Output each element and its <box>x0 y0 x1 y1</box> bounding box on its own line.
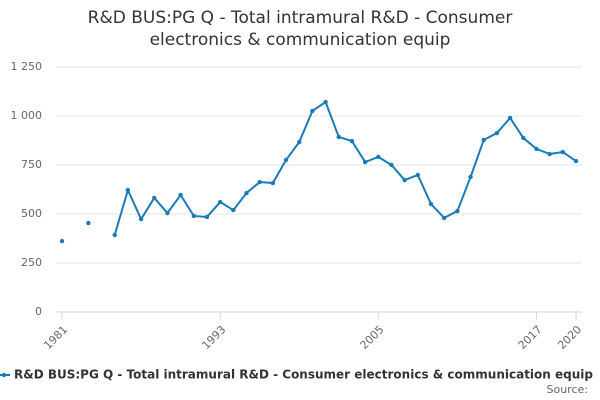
source: Source: <box>547 383 589 396</box>
point <box>507 115 513 121</box>
point <box>112 232 117 238</box>
x-tick-label: 2017 <box>516 323 545 352</box>
chart-title: electronics & communication equip <box>150 30 451 50</box>
point <box>534 146 539 152</box>
point <box>152 195 157 201</box>
legend-label: R&D BUS:PG Q - Total intramural R&D - Co… <box>14 368 593 382</box>
y-tick-label: 750 <box>21 158 42 171</box>
point <box>349 138 355 144</box>
point <box>573 158 579 164</box>
point <box>402 177 407 183</box>
point <box>560 149 566 155</box>
point <box>468 174 473 180</box>
point <box>310 108 315 114</box>
point <box>231 207 236 213</box>
chart-title: R&D BUS:PG Q - Total intramural R&D - Co… <box>88 8 513 28</box>
point <box>217 199 223 205</box>
point <box>494 130 500 136</box>
point <box>297 139 302 145</box>
point <box>547 151 552 157</box>
y-tick-label: 250 <box>21 256 42 269</box>
point <box>428 201 434 207</box>
point <box>455 208 460 214</box>
point <box>270 180 276 186</box>
x-tick-label: 1993 <box>199 323 228 352</box>
point <box>389 162 394 168</box>
point <box>138 216 144 222</box>
point <box>376 154 381 160</box>
point <box>86 220 91 226</box>
point <box>283 157 289 163</box>
y-tick-label: 500 <box>21 207 42 220</box>
point <box>481 137 486 143</box>
point <box>178 192 183 198</box>
point <box>521 135 526 141</box>
point <box>244 190 249 196</box>
y-tick-label: 1 250 <box>11 60 43 73</box>
point <box>336 134 341 140</box>
y-tick-label: 1 000 <box>11 109 43 122</box>
y-tick-label: 0 <box>35 305 42 318</box>
x-tick-label: 2020 <box>555 323 584 352</box>
point <box>257 179 262 185</box>
series-line <box>113 100 577 236</box>
point <box>442 215 447 221</box>
point <box>191 213 196 219</box>
point <box>415 172 421 178</box>
point <box>125 187 131 193</box>
point <box>362 159 368 165</box>
point <box>323 99 328 105</box>
point <box>204 214 210 220</box>
legend-symbol <box>1 372 7 378</box>
x-tick-label: 2005 <box>358 323 387 352</box>
point <box>59 238 65 244</box>
point <box>165 210 170 216</box>
x-tick-label: 1981 <box>41 323 70 352</box>
